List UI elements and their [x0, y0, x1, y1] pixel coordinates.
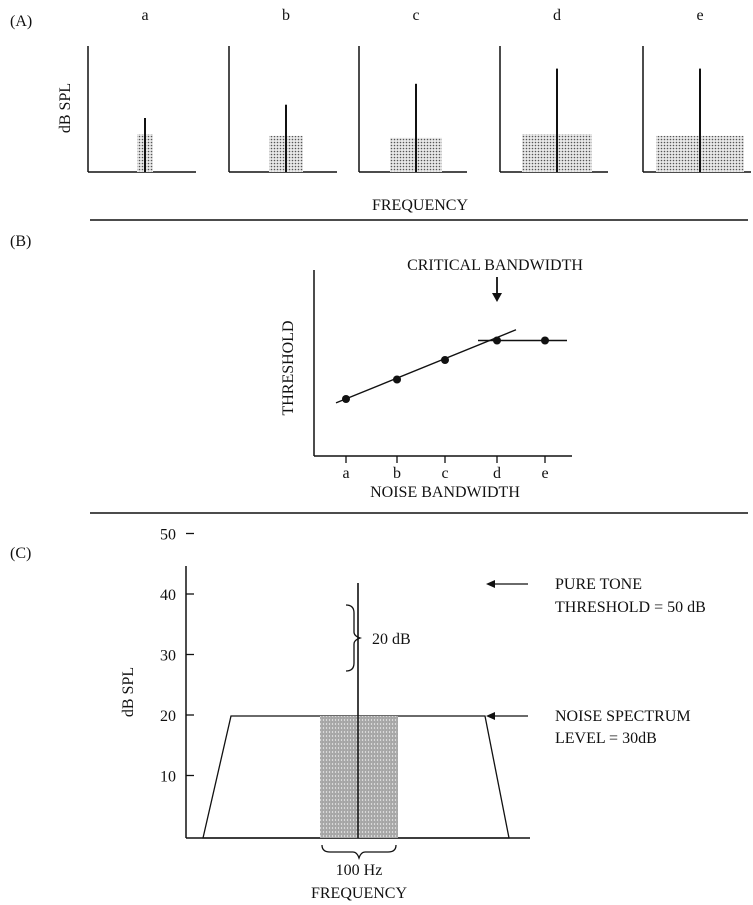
tone-label-line2: THRESHOLD = 50 dB — [555, 599, 706, 616]
noise-spectrum-trapezoid — [202, 715, 510, 839]
noise-label-arrowhead — [486, 712, 495, 720]
panel-a-subplot-letter: e — [696, 7, 703, 24]
panel-a-subplot-d: d — [499, 7, 608, 173]
panel-a-subplot-c: c — [358, 7, 467, 173]
panel-b-x-axis-label: NOISE BANDWIDTH — [370, 484, 520, 501]
panel-c-y-ticks: 10 20 30 40 50 — [160, 527, 194, 786]
x-tick-label-a: a — [342, 465, 349, 482]
panel-a-y-axis-label: dB SPL — [57, 83, 74, 133]
panel-a-subplot-a: a — [87, 7, 196, 173]
panel-a-subplot-letter: d — [553, 7, 561, 24]
panel-b-y-axis-label: THRESHOLD — [280, 320, 297, 415]
critical-band-shading — [320, 716, 398, 838]
threshold-point-b — [393, 375, 401, 384]
tone-label-arrowhead — [486, 580, 495, 588]
panel-a-subplot-letter: a — [141, 7, 148, 24]
panel-a-subplots: a b c d e — [87, 7, 751, 173]
threshold-point-a — [342, 395, 350, 403]
band-label: 100 Hz — [336, 862, 383, 879]
x-tick-label-d: d — [493, 465, 501, 482]
threshold-point-d — [493, 336, 501, 345]
gap-label: 20 dB — [372, 631, 411, 648]
critical-bandwidth-arrowhead — [492, 293, 502, 302]
panel-b-chart: a b c d e — [335, 329, 567, 482]
threshold-trend-line — [335, 329, 517, 404]
y-tick-label: 50 — [160, 527, 176, 544]
gap-brace — [345, 604, 363, 672]
panel-c: (C) dB SPL 10 20 30 40 50 20 dB 100 Hz FREQU… — [10, 527, 706, 903]
y-tick-label: 20 — [160, 708, 176, 725]
y-tick-label: 30 — [160, 648, 176, 665]
panel-a-x-axis-label: FREQUENCY — [372, 197, 468, 214]
panel-c-x-axis-label: FREQUENCY — [311, 885, 407, 902]
panel-a-subplot-b: b — [228, 7, 337, 173]
panel-c-y-axis-label: dB SPL — [120, 667, 137, 717]
x-tick-label-c: c — [441, 465, 448, 482]
panel-a-label: (A) — [10, 13, 32, 30]
critical-bandwidth-label: CRITICAL BANDWIDTH — [407, 257, 583, 274]
panel-b-label: (B) — [10, 233, 31, 250]
y-tick-label: 10 — [160, 769, 176, 786]
noise-label-line2: LEVEL = 30dB — [555, 730, 657, 747]
x-tick-label-e: e — [541, 465, 548, 482]
panel-a-subplot-letter: c — [412, 7, 419, 24]
threshold-point-e — [541, 336, 549, 345]
threshold-point-c — [441, 356, 449, 364]
panel-a: (A) dB SPL a b c d e FREQUENCY — [10, 7, 751, 221]
panel-b: (B) CRITICAL BANDWIDTH THRESHOLD a b c d e N… — [10, 233, 748, 514]
panel-a-subplot-letter: b — [282, 7, 290, 24]
panel-c-label: (C) — [10, 545, 31, 562]
noise-label-line1: NOISE SPECTRUM — [555, 708, 691, 725]
panel-a-subplot-e: e — [642, 7, 751, 173]
x-tick-label-b: b — [393, 465, 401, 482]
tone-label-line1: PURE TONE — [555, 576, 642, 593]
band-brace — [321, 844, 397, 861]
y-tick-label: 40 — [160, 587, 176, 604]
